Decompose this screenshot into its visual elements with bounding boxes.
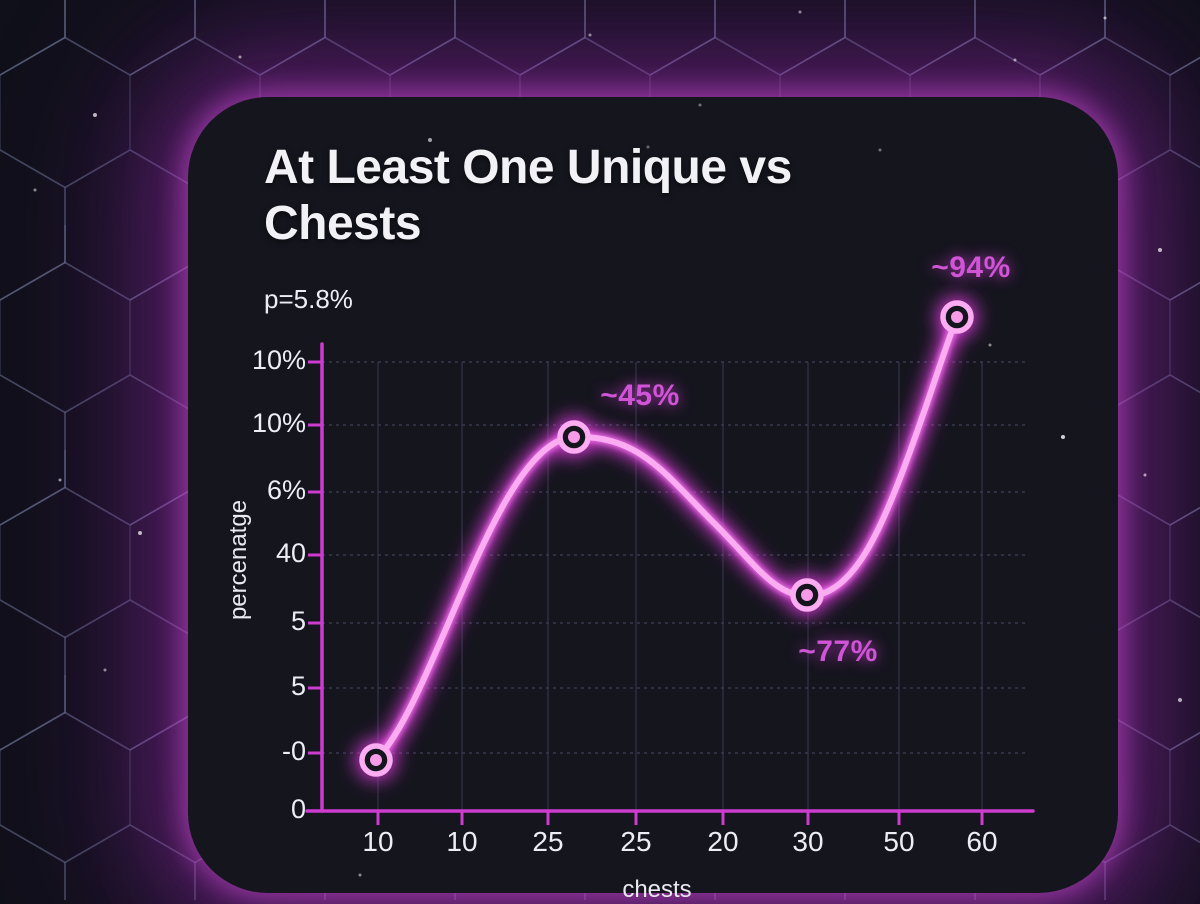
x-tick-label: 25 xyxy=(532,826,564,857)
star-speck xyxy=(138,531,142,535)
star-speck xyxy=(798,10,802,14)
star-speck xyxy=(1013,58,1017,62)
x-tick-label: 10 xyxy=(446,826,478,857)
x-tick-label: 50 xyxy=(883,826,915,857)
x-tick-label: 30 xyxy=(792,826,824,857)
y-tick-label: 5 xyxy=(290,671,306,701)
star-speck xyxy=(646,145,650,149)
x-axis-title: chests xyxy=(622,876,692,903)
y-tick-label: -0 xyxy=(281,736,306,766)
star-speck xyxy=(33,188,37,192)
star-speck xyxy=(1143,473,1147,477)
data-point-dot xyxy=(568,431,580,443)
point-annotation: ~77% xyxy=(798,635,878,668)
star-speck xyxy=(1178,698,1182,702)
star-speck xyxy=(698,103,702,107)
line-glow xyxy=(356,297,977,780)
star-speck xyxy=(1158,248,1162,252)
y-tick-label: 10% xyxy=(251,345,306,375)
star-speck xyxy=(103,668,107,672)
star-speck xyxy=(93,113,97,117)
y-tick-label: 6% xyxy=(266,475,306,505)
star-speck xyxy=(358,873,362,877)
x-tick-label: 10 xyxy=(362,826,394,857)
line-series xyxy=(373,314,960,763)
x-tick-label: 20 xyxy=(707,826,739,857)
x-tick-label: 25 xyxy=(620,826,652,857)
star-speck xyxy=(588,33,592,37)
chart-card xyxy=(188,97,1118,893)
y-tick-label: 0 xyxy=(290,794,306,824)
point-annotation: ~45% xyxy=(600,379,680,412)
y-tick-label: 10% xyxy=(251,408,306,438)
point-annotation: ~94% xyxy=(931,251,1011,284)
star-speck xyxy=(1061,435,1065,439)
data-point-dot xyxy=(801,589,813,601)
star-speck xyxy=(428,138,432,142)
star-speck xyxy=(1103,16,1107,20)
data-point-dot xyxy=(370,754,382,766)
star-speck xyxy=(238,55,242,59)
star-speck xyxy=(878,148,882,152)
x-tick-label: 60 xyxy=(966,826,998,857)
star-speck xyxy=(988,343,992,347)
data-point-dot xyxy=(951,311,963,323)
y-tick-label: 5 xyxy=(290,606,306,636)
chart-title: At Least One Unique vs Chests xyxy=(264,141,792,250)
chart-subtitle: p=5.8% xyxy=(264,284,353,314)
star-speck xyxy=(58,478,62,482)
y-tick-label: 40 xyxy=(275,538,306,568)
